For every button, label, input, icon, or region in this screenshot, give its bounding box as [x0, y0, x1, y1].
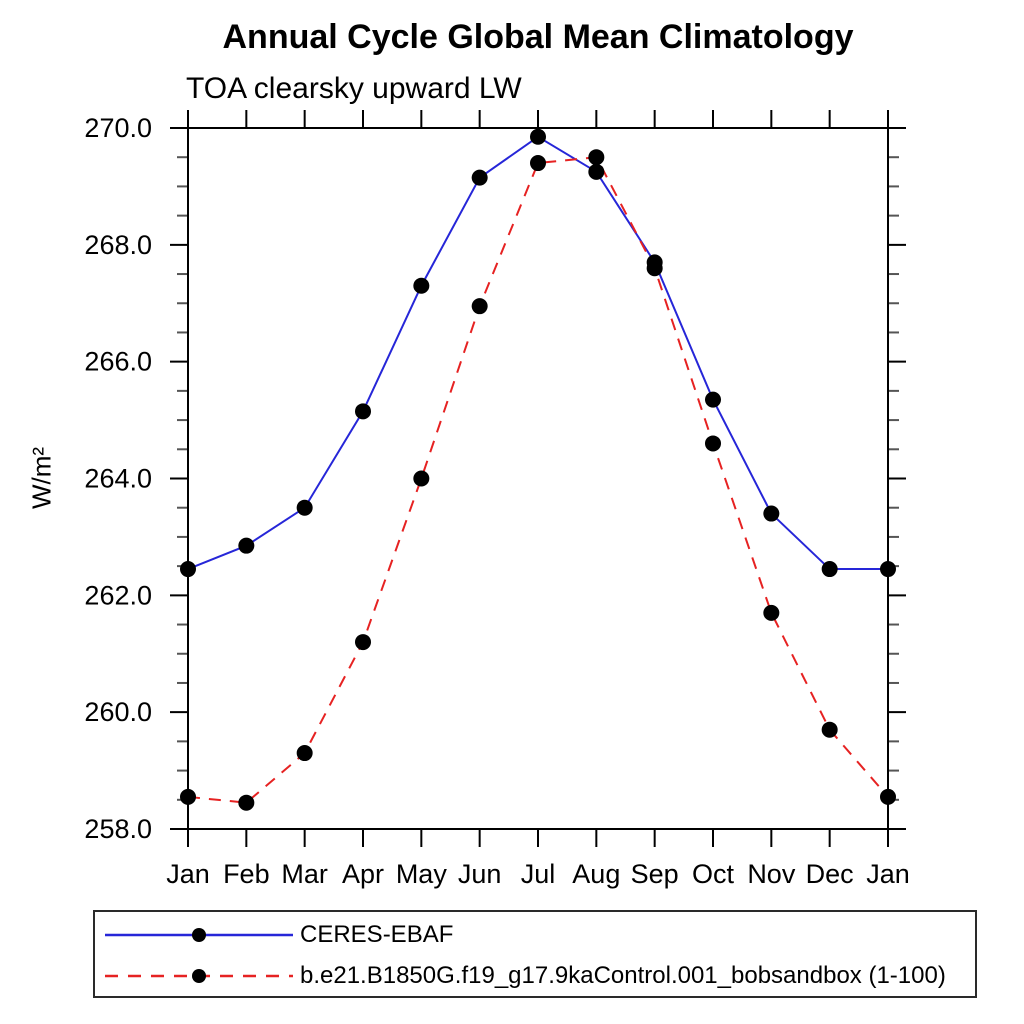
- legend-sample-solid-line: [105, 928, 293, 942]
- x-axis-tick-label: Sep: [631, 859, 679, 889]
- x-axis-tick-label: May: [396, 859, 448, 889]
- legend-label-ceres: CERES-EBAF: [300, 921, 454, 948]
- x-axis-tick-label: Mar: [281, 859, 328, 889]
- legend-marker-dot: [192, 928, 206, 942]
- data-point: [471, 298, 488, 315]
- x-axis-tick-label: Jun: [458, 859, 502, 889]
- x-axis-tick-label: Nov: [747, 859, 796, 889]
- legend-label-model: b.e21.B1850G.f19_g17.9kaControl.001_bobs…: [300, 962, 946, 989]
- data-point: [763, 604, 780, 621]
- series-line-0: [187, 135, 888, 571]
- data-point: [180, 561, 196, 578]
- x-axis-tick-label: Jul: [521, 859, 556, 889]
- data-point: [180, 788, 196, 805]
- data-point: [296, 745, 313, 762]
- data-point: [588, 163, 605, 180]
- data-point: [705, 435, 721, 452]
- data-point: [763, 505, 780, 522]
- x-axis-tick-label: Jan: [866, 859, 910, 889]
- legend-item-model: b.e21.B1850G.f19_g17.9kaControl.001_bobs…: [102, 958, 946, 994]
- x-axis-tick-label: Aug: [572, 859, 620, 889]
- x-axis-tick-label: Dec: [806, 859, 854, 889]
- x-axis-tick-label: Feb: [223, 859, 270, 889]
- data-point: [530, 155, 546, 172]
- y-axis-tick-label: 264.0: [84, 464, 152, 494]
- data-point: [238, 794, 255, 811]
- y-axis-tick-label: 260.0: [84, 697, 152, 727]
- y-axis-tick-label: 258.0: [84, 814, 152, 844]
- x-axis-tick-label: Oct: [692, 859, 735, 889]
- y-axis-tick-label: 268.0: [84, 230, 152, 260]
- data-point: [705, 391, 721, 408]
- data-point: [471, 169, 488, 186]
- legend-item-ceres: CERES-EBAF: [102, 917, 453, 953]
- data-point: [530, 128, 546, 145]
- data-point: [821, 561, 838, 578]
- legend-sample-dashed-line: [105, 969, 293, 983]
- data-point: [646, 260, 663, 277]
- data-point: [296, 499, 313, 516]
- chart-title: Annual Cycle Global Mean Climatology: [222, 18, 854, 56]
- legend-marker-dot: [192, 969, 206, 983]
- data-point: [238, 537, 255, 554]
- data-point: [413, 470, 430, 487]
- series-line-1: [187, 156, 889, 804]
- data-point: [880, 561, 896, 578]
- y-axis-tick-label: 266.0: [84, 347, 152, 377]
- y-axis-tick-label: 270.0: [84, 113, 152, 143]
- x-axis-tick-label: Apr: [342, 859, 384, 889]
- data-point: [355, 403, 371, 420]
- data-point: [880, 788, 896, 805]
- y-axis-tick-label: 262.0: [84, 580, 152, 610]
- data-point: [413, 277, 430, 294]
- x-axis-tick-label: Jan: [166, 859, 210, 889]
- plot-frame: [187, 127, 889, 830]
- chart-subtitle: TOA clearsky upward LW: [186, 72, 522, 105]
- data-point: [588, 149, 605, 166]
- legend: CERES-EBAF b.e21.B1850G.f19_g17.9kaContr…: [93, 910, 977, 998]
- data-point: [821, 721, 838, 738]
- data-point: [355, 634, 371, 651]
